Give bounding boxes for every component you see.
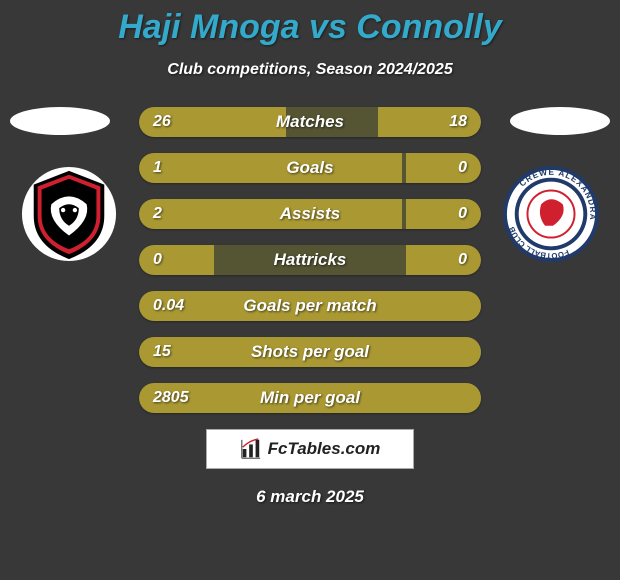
stat-row: 0.04Goals per match: [139, 291, 481, 321]
stat-label: Goals per match: [139, 291, 481, 321]
stat-bars: 2618Matches 10Goals 20Assists 00Hattricks 0.…: [139, 107, 481, 413]
player-shadow-right: [510, 107, 610, 135]
stat-label: Min per goal: [139, 383, 481, 413]
stat-row: 2805Min per goal: [139, 383, 481, 413]
comparison-content: CREWE ALEXANDRA FOOTBALL CLUB 2618Matche…: [0, 107, 620, 413]
bar-chart-icon: [240, 438, 262, 460]
stat-label: Matches: [139, 107, 481, 137]
stat-row: 15Shots per goal: [139, 337, 481, 367]
comparison-date: 6 march 2025: [0, 487, 620, 507]
salford-shield-icon: [20, 165, 118, 263]
stat-row: 20Assists: [139, 199, 481, 229]
crewe-circle-icon: CREWE ALEXANDRA FOOTBALL CLUB: [502, 165, 600, 263]
stat-row: 10Goals: [139, 153, 481, 183]
stat-label: Assists: [139, 199, 481, 229]
stat-row: 2618Matches: [139, 107, 481, 137]
stat-row: 00Hattricks: [139, 245, 481, 275]
fctables-logo: FcTables.com: [206, 429, 414, 469]
comparison-title: Haji Mnoga vs Connolly: [0, 0, 620, 47]
fctables-logo-text: FcTables.com: [268, 439, 381, 459]
stat-label: Hattricks: [139, 245, 481, 275]
comparison-subtitle: Club competitions, Season 2024/2025: [0, 61, 620, 79]
stat-label: Shots per goal: [139, 337, 481, 367]
stat-label: Goals: [139, 153, 481, 183]
club-badge-left: [20, 165, 118, 263]
club-badge-right: CREWE ALEXANDRA FOOTBALL CLUB: [502, 165, 600, 263]
player-shadow-left: [10, 107, 110, 135]
